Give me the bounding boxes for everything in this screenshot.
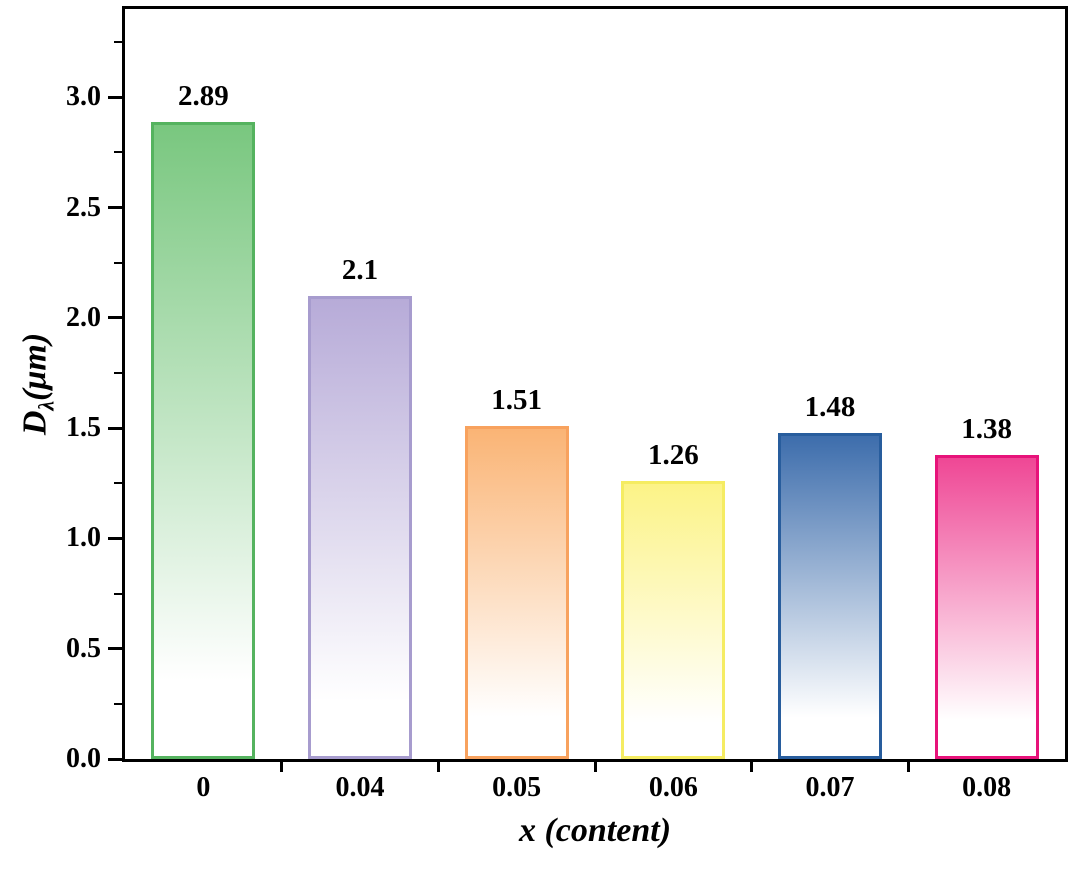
y-axis-minor-tick — [114, 151, 122, 154]
x-axis-title: x (content) — [518, 812, 672, 849]
y-axis-tick-label: 0.5 — [66, 632, 101, 664]
y-axis-title-units: (μm) — [16, 332, 54, 401]
bar-0.06 — [621, 481, 726, 759]
y-axis-minor-tick — [114, 371, 122, 374]
x-axis-tick — [593, 762, 597, 772]
y-axis-tick-label: 1.0 — [66, 522, 101, 554]
x-axis-tick-label: 0.04 — [335, 772, 385, 803]
x-axis-tick-label: 0.05 — [492, 772, 542, 803]
y-axis-minor-tick — [114, 41, 122, 44]
x-axis-tick — [436, 762, 440, 772]
bar-value-label: 1.51 — [491, 383, 543, 416]
y-axis-tick-label: 3.0 — [66, 81, 101, 113]
x-axis-tick — [750, 762, 754, 772]
x-axis-tick-label: 0.07 — [805, 772, 855, 803]
y-axis-minor-tick — [114, 702, 122, 705]
y-axis-minor-tick — [114, 261, 122, 264]
y-axis-major-tick — [108, 426, 122, 430]
x-axis-tick-label: 0.08 — [962, 772, 1012, 803]
y-axis-major-tick — [108, 757, 122, 761]
y-axis-title-subscript: λ — [33, 400, 59, 411]
bar-0.04 — [308, 295, 412, 759]
bar-value-label: 2.89 — [177, 79, 229, 112]
x-axis-tick-label: 0.06 — [648, 772, 698, 803]
y-axis-major-tick — [108, 647, 122, 651]
y-axis-tick-label: 2.0 — [66, 301, 101, 333]
y-axis-minor-tick — [114, 482, 122, 485]
bar-0.07 — [778, 432, 882, 759]
y-axis-tick-label: 1.5 — [66, 412, 101, 444]
bar-value-label: 1.48 — [804, 390, 856, 423]
x-axis-tick-label: 0 — [196, 772, 211, 803]
bar-value-label: 1.38 — [961, 412, 1013, 445]
y-axis-major-tick — [108, 536, 122, 540]
y-axis-major-tick — [108, 95, 122, 99]
y-axis-major-tick — [108, 206, 122, 210]
y-axis-tick-label: 2.5 — [66, 191, 101, 223]
y-axis-major-tick — [108, 316, 122, 320]
bar-0.08 — [934, 454, 1039, 759]
x-axis-tick — [906, 762, 910, 772]
x-axis-tick — [280, 762, 284, 772]
bar-0.05 — [464, 425, 569, 759]
y-axis-minor-tick — [114, 592, 122, 595]
bar-value-label: 2.1 — [341, 253, 379, 286]
y-axis-tick-label: 0.0 — [66, 743, 101, 774]
bar-value-label: 1.26 — [647, 439, 699, 472]
plot-area: 0.0 0.5 1.0 1.5 2.0 2.5 3.0 2.89 0 2.1 0.04 1.51 0.0… — [66, 6, 1068, 803]
bar-0 — [151, 121, 256, 759]
